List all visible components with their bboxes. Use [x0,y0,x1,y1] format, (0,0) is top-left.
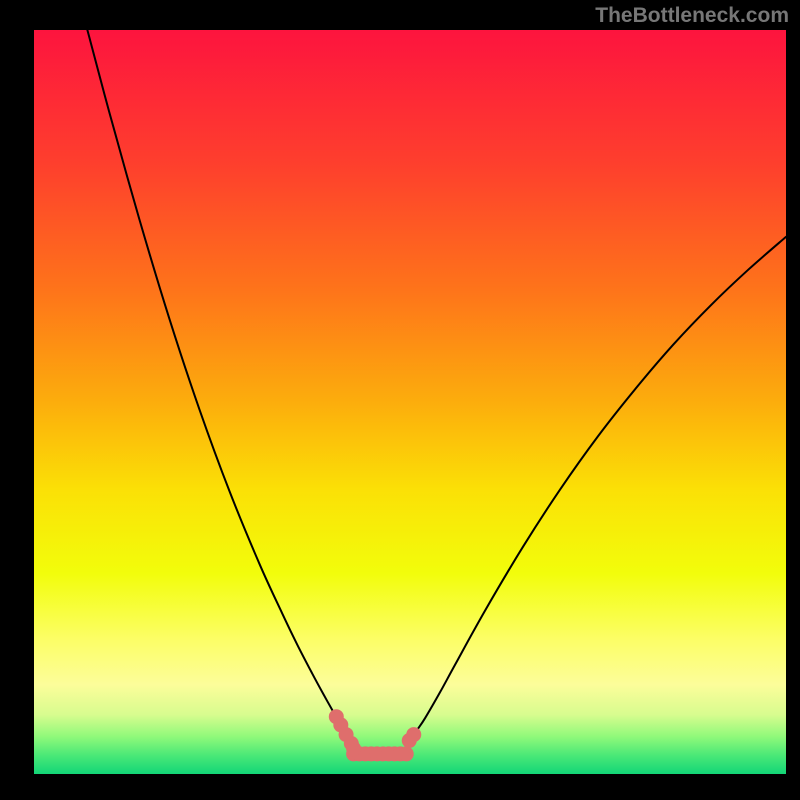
plot-background [34,30,786,774]
watermark-label: TheBottleneck.com [595,4,789,28]
frame-bottom [0,774,800,800]
marker-bottom [399,746,414,761]
frame-left [0,0,34,800]
plot-area [34,30,786,774]
plot-svg [34,30,786,774]
frame-right [786,0,800,800]
marker-right-cluster [406,727,421,742]
marker-left-cluster [346,741,361,756]
